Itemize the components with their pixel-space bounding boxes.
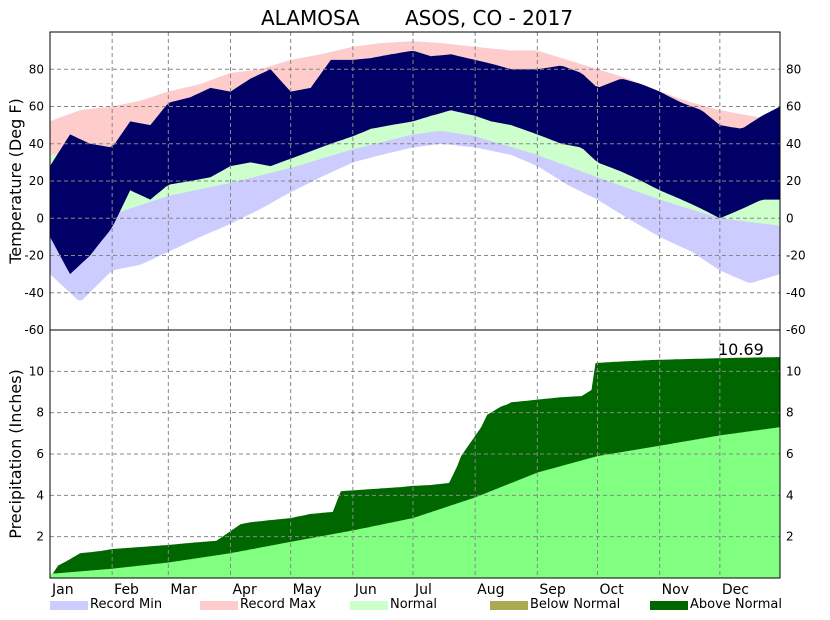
- y-tick-label-left: 4: [36, 488, 44, 502]
- y-tick-label-right: 0: [786, 211, 794, 225]
- x-tick-label: Nov: [662, 582, 689, 598]
- legend-record-max-swatch: [200, 601, 238, 610]
- legend-record-min-label: Record Min: [90, 597, 163, 612]
- legend-below-normal-label: Below Normal: [530, 597, 621, 612]
- x-tick-label: Jul: [414, 582, 432, 598]
- legend-above-normal-swatch: [650, 601, 688, 610]
- y-axis-label-temperature: Temperature (Deg F): [6, 98, 25, 265]
- y-tick-label-left: 40: [29, 137, 44, 151]
- legend: Record Min Record Max Normal Below Norma…: [50, 596, 830, 616]
- y-tick-label-right: 8: [786, 406, 794, 420]
- legend-normal-label: Normal: [390, 597, 438, 612]
- legend-record-max-label: Record Max: [240, 597, 316, 612]
- legend-normal-swatch: [350, 601, 388, 610]
- y-tick-label-left: 8: [36, 406, 44, 420]
- x-tick-label: May: [293, 582, 322, 598]
- x-tick-label: Jan: [51, 582, 74, 598]
- x-tick-label: Sep: [539, 582, 566, 598]
- x-tick-label: Mar: [170, 582, 197, 598]
- y-tick-label-right: 2: [786, 530, 794, 544]
- y-tick-label-left: 0: [36, 211, 44, 225]
- legend-record-min-swatch: [50, 601, 88, 610]
- y-tick-label-left: 80: [29, 62, 44, 76]
- y-tick-label-left: 2: [36, 530, 44, 544]
- y-tick-label-left: 10: [29, 364, 44, 378]
- y-axis-label-precipitation: Precipitation (Inches): [6, 369, 25, 539]
- y-tick-label-right: 20: [786, 174, 801, 188]
- precip-total-label: 10.69: [718, 340, 764, 359]
- x-tick-label: Aug: [477, 582, 504, 598]
- x-tick-label: Oct: [600, 582, 625, 598]
- y-tick-label-right: 4: [786, 488, 794, 502]
- y-tick-label-right: 10: [786, 364, 801, 378]
- y-tick-label-right: 60: [786, 100, 801, 114]
- y-tick-label-left: -40: [24, 286, 44, 300]
- x-tick-label: Dec: [722, 582, 749, 598]
- y-tick-label-left: 20: [29, 174, 44, 188]
- y-tick-label-left: -60: [24, 323, 44, 337]
- y-tick-label-right: -20: [786, 249, 806, 263]
- y-tick-label-right: 40: [786, 137, 801, 151]
- x-tick-label: Feb: [114, 582, 139, 598]
- y-tick-label-right: -60: [786, 323, 806, 337]
- x-tick-label: Apr: [232, 582, 256, 598]
- chart-title-station: ALAMOSA: [261, 6, 360, 30]
- chart-title-network: ASOS, CO - 2017: [405, 6, 573, 30]
- precipitation-frame: [49, 329, 781, 579]
- y-tick-label-left: -20: [24, 249, 44, 263]
- y-tick-label-right: -40: [786, 286, 806, 300]
- precip-normal-area: [50, 427, 780, 578]
- y-tick-label-right: 80: [786, 62, 801, 76]
- x-tick-label: Jun: [354, 582, 377, 598]
- legend-below-normal-swatch: [490, 601, 528, 610]
- y-tick-label-right: 6: [786, 447, 794, 461]
- y-tick-label-left: 6: [36, 447, 44, 461]
- legend-above-normal-label: Above Normal: [690, 597, 782, 612]
- y-tick-label-left: 60: [29, 100, 44, 114]
